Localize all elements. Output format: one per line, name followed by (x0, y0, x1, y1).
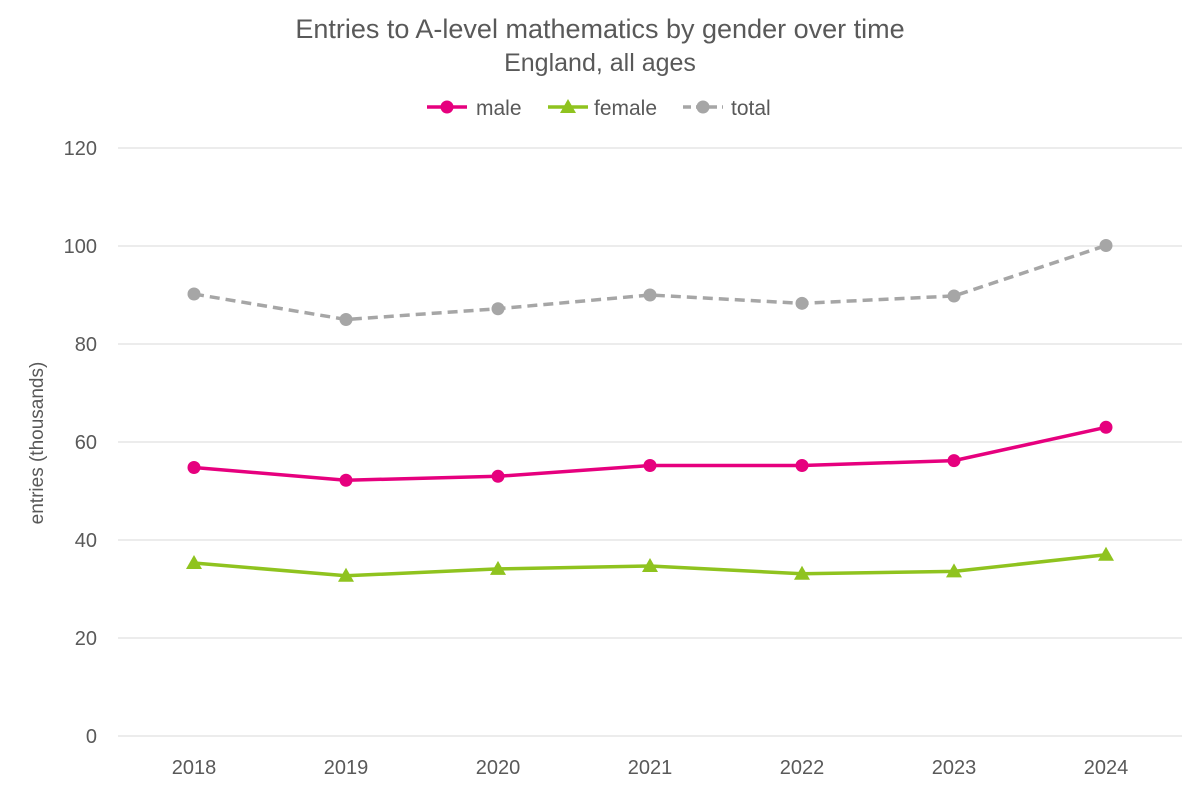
x-tick-label: 2021 (628, 757, 673, 779)
data-point-female (1098, 546, 1114, 561)
data-point-male (339, 473, 353, 487)
x-axis-ticks: 2018 2019 2020 2021 2022 2023 2024 (172, 757, 1129, 779)
data-point-total (339, 313, 353, 326)
series-total (187, 239, 1113, 326)
legend: male female total (427, 97, 771, 120)
data-point-total (1099, 239, 1113, 253)
x-tick-label: 2022 (780, 757, 825, 779)
data-point-total (795, 296, 809, 310)
y-tick-label: 120 (64, 138, 97, 160)
gridlines (118, 147, 1182, 737)
y-tick-label: 80 (75, 334, 97, 356)
data-point-total (491, 302, 505, 316)
y-tick-label: 20 (75, 628, 97, 650)
data-point-female (946, 563, 962, 578)
series-line-male (193, 425, 1107, 482)
legend-marker (440, 100, 454, 114)
y-axis-ticks: 0 20 40 60 80 100 120 (64, 138, 97, 748)
chart-subtitle: England, all ages (504, 49, 696, 77)
data-point-total (643, 288, 657, 302)
y-tick-label: 100 (64, 236, 97, 258)
x-tick-label: 2018 (172, 757, 217, 779)
y-tick-label: 40 (75, 530, 97, 552)
data-point-female (642, 557, 658, 572)
x-tick-label: 2020 (476, 757, 521, 779)
series-group (186, 239, 1114, 582)
chart-title: Entries to A-level mathematics by gender… (295, 14, 904, 44)
data-point-male (947, 454, 961, 468)
series-female (186, 546, 1114, 582)
data-point-male (187, 460, 201, 474)
data-point-female (186, 555, 202, 570)
data-point-male (795, 459, 809, 473)
data-point-total (947, 289, 961, 303)
data-point-female (338, 567, 354, 582)
x-tick-label: 2019 (324, 757, 369, 779)
x-tick-label: 2024 (1084, 757, 1129, 779)
series-male (187, 420, 1113, 487)
y-tick-label: 60 (75, 432, 97, 454)
legend-marker (560, 99, 576, 113)
y-tick-label: 0 (86, 726, 97, 748)
legend-label: female (594, 97, 657, 120)
data-point-female (794, 565, 810, 580)
data-point-male (1099, 420, 1113, 434)
legend-item-male: male (427, 97, 522, 120)
series-line-total (193, 243, 1107, 322)
legend-item-female: female (548, 97, 657, 120)
data-point-male (643, 459, 657, 473)
data-point-female (490, 560, 506, 575)
data-point-male (491, 469, 505, 483)
legend-item-total: total (683, 97, 771, 120)
legend-label: male (476, 97, 522, 120)
y-axis-title: entries (thousands) (27, 362, 48, 525)
x-tick-label: 2023 (932, 757, 977, 779)
legend-marker (696, 100, 710, 114)
data-point-total (187, 287, 201, 301)
legend-label: total (731, 97, 771, 120)
